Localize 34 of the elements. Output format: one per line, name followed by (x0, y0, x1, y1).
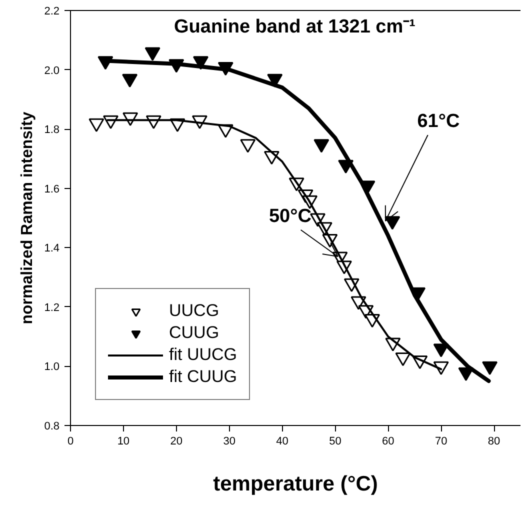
x-tick-label: 50 (329, 436, 342, 448)
y-tick-label: 2.2 (44, 6, 60, 18)
point (314, 139, 330, 153)
y-tick-label: 1.4 (44, 242, 60, 255)
point (122, 74, 138, 88)
x-tick-label: 70 (434, 436, 448, 448)
x-axis-title: temperature (°C) (213, 472, 378, 496)
x-tick-label: 0 (67, 436, 74, 448)
y-tick-label: 1.0 (44, 361, 60, 374)
x-tick-label: 30 (223, 436, 236, 448)
point (482, 361, 498, 376)
y-axis-title: normalized Raman intensity (19, 112, 36, 324)
y-tick-label: 1.2 (44, 302, 60, 314)
point (384, 216, 400, 230)
x-tick-label: 40 (276, 436, 288, 448)
y-tick-label: 1.8 (44, 124, 60, 136)
x-tick-label: 20 (170, 436, 183, 448)
y-tick-label: 1.6 (44, 183, 60, 196)
point (144, 47, 160, 61)
point (240, 139, 256, 153)
annotation: 50°C (268, 206, 312, 227)
legend-label: CUUG (169, 323, 220, 343)
annotation: 61°C (417, 111, 460, 132)
x-tick-label: 10 (117, 436, 130, 448)
legend-label: fit CUUG (169, 367, 237, 387)
x-tick-label: 60 (382, 436, 394, 448)
chart-title: Guanine band at 1321 cm⁻¹ (174, 16, 416, 38)
point (88, 118, 104, 132)
x-tick-label: 80 (488, 436, 500, 448)
legend-label: UUCG (169, 301, 220, 321)
y-tick-label: 0.8 (44, 420, 60, 432)
legend-label: fit UUCG (169, 345, 237, 365)
point (395, 352, 411, 366)
y-tick-label: 2.0 (44, 64, 60, 77)
